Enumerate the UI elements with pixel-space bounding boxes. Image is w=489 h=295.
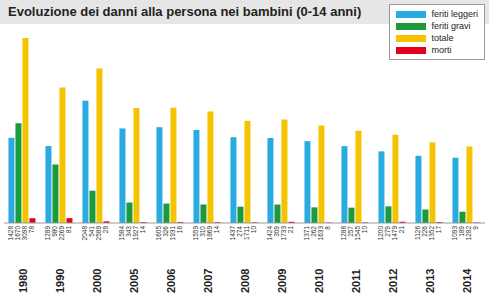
svg-text:2048: 2048 bbox=[81, 226, 88, 241]
svg-text:1605: 1605 bbox=[155, 226, 162, 241]
svg-text:1437: 1437 bbox=[229, 226, 236, 241]
svg-text:1733: 1733 bbox=[280, 226, 287, 241]
svg-text:1288: 1288 bbox=[340, 226, 347, 241]
svg-text:8: 8 bbox=[324, 226, 331, 230]
svg-text:279: 279 bbox=[384, 226, 391, 237]
svg-text:226: 226 bbox=[421, 226, 428, 237]
svg-text:2000: 2000 bbox=[91, 269, 103, 293]
svg-text:1093: 1093 bbox=[451, 226, 458, 241]
svg-text:78: 78 bbox=[28, 226, 35, 234]
svg-text:1371: 1371 bbox=[303, 226, 310, 241]
svg-text:1559: 1559 bbox=[192, 226, 199, 241]
svg-text:1545: 1545 bbox=[354, 226, 361, 241]
svg-text:10: 10 bbox=[361, 226, 368, 234]
svg-text:2008: 2008 bbox=[239, 269, 251, 293]
svg-text:326: 326 bbox=[162, 226, 169, 237]
svg-text:1282: 1282 bbox=[465, 226, 472, 241]
svg-text:3098: 3098 bbox=[21, 226, 28, 241]
svg-text:343: 343 bbox=[125, 226, 132, 237]
svg-text:21: 21 bbox=[398, 226, 405, 234]
svg-text:16: 16 bbox=[176, 226, 183, 234]
svg-text:2010: 2010 bbox=[313, 269, 325, 293]
svg-text:2013: 2013 bbox=[424, 269, 436, 293]
svg-text:189: 189 bbox=[458, 226, 465, 237]
svg-text:1352: 1352 bbox=[428, 226, 435, 241]
svg-text:2005: 2005 bbox=[128, 269, 140, 293]
svg-text:274: 274 bbox=[236, 226, 243, 237]
svg-text:2011: 2011 bbox=[350, 269, 362, 293]
svg-text:1711: 1711 bbox=[243, 226, 250, 240]
html-text:totale: totale bbox=[431, 33, 454, 43]
svg-text:1633: 1633 bbox=[317, 226, 324, 241]
svg-text:1200: 1200 bbox=[377, 226, 384, 241]
svg-text:14: 14 bbox=[139, 226, 146, 234]
html-text:Evoluzione dei danni alla pers: Evoluzione dei danni alla persona nei ba… bbox=[8, 4, 362, 19]
svg-text:1990: 1990 bbox=[54, 269, 66, 293]
svg-text:2589: 2589 bbox=[95, 226, 102, 241]
svg-text:2269: 2269 bbox=[58, 226, 65, 241]
svg-text:1980: 1980 bbox=[17, 269, 29, 293]
svg-text:21: 21 bbox=[287, 226, 294, 234]
html-text:morti: morti bbox=[431, 45, 452, 55]
svg-text:310: 310 bbox=[199, 226, 206, 237]
svg-text:1584: 1584 bbox=[118, 226, 125, 241]
svg-text:1927: 1927 bbox=[132, 226, 139, 241]
svg-text:81: 81 bbox=[65, 226, 72, 234]
html-text:feriti gravi: feriti gravi bbox=[431, 21, 471, 31]
svg-text:2006: 2006 bbox=[165, 269, 177, 293]
svg-text:28: 28 bbox=[102, 226, 109, 234]
svg-text:10: 10 bbox=[250, 226, 257, 234]
html-text:feriti leggeri: feriti leggeri bbox=[431, 9, 478, 19]
svg-text:257: 257 bbox=[347, 226, 354, 237]
svg-text:309: 309 bbox=[273, 226, 280, 237]
svg-text:1289: 1289 bbox=[44, 226, 51, 241]
svg-text:9: 9 bbox=[472, 226, 479, 230]
svg-text:17: 17 bbox=[435, 226, 442, 234]
svg-text:2014: 2014 bbox=[461, 268, 473, 293]
svg-text:1424: 1424 bbox=[266, 226, 273, 241]
svg-text:2009: 2009 bbox=[276, 269, 288, 293]
svg-text:1931: 1931 bbox=[169, 226, 176, 241]
svg-text:1479: 1479 bbox=[391, 226, 398, 241]
svg-text:14: 14 bbox=[213, 226, 220, 234]
svg-text:2012: 2012 bbox=[387, 269, 399, 293]
svg-text:980: 980 bbox=[51, 226, 58, 237]
svg-text:2007: 2007 bbox=[202, 269, 214, 293]
svg-text:262: 262 bbox=[310, 226, 317, 237]
svg-text:541: 541 bbox=[88, 226, 95, 237]
svg-text:1126: 1126 bbox=[414, 226, 421, 240]
svg-text:1670: 1670 bbox=[14, 226, 21, 241]
svg-text:1869: 1869 bbox=[206, 226, 213, 241]
